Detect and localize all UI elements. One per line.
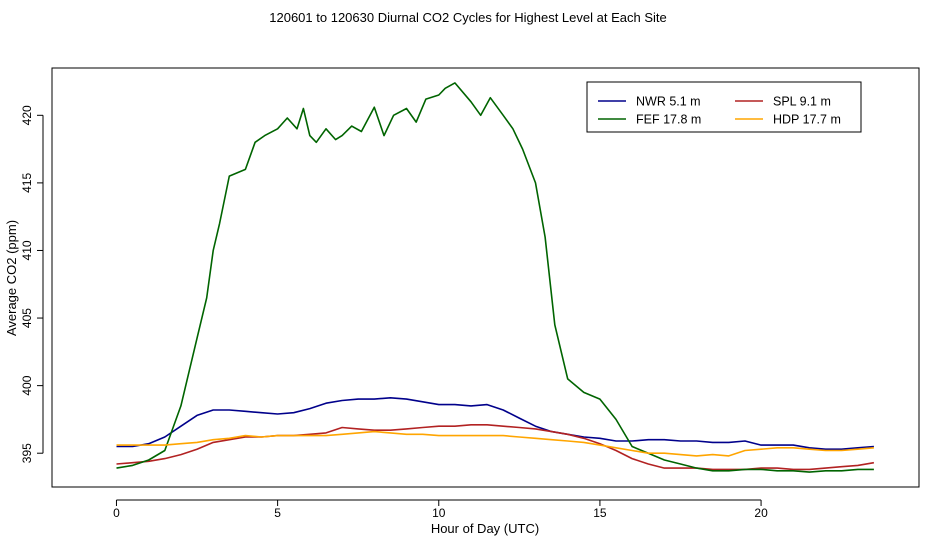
series-group — [116, 82, 875, 473]
y-tick-label: 410 — [20, 240, 34, 260]
legend-box — [586, 81, 862, 133]
x-axis: 0 5 10 15 20 — [113, 499, 768, 520]
legend-label-hdp: HDP 17.7 m — [773, 113, 841, 127]
legend-label-fef: FEF 17.8 m — [636, 113, 701, 127]
x-tick-label: 15 — [593, 506, 607, 520]
x-tick-label: 0 — [113, 506, 120, 520]
chart-title: 120601 to 120630 Diurnal CO2 Cycles for … — [269, 10, 666, 25]
y-tick-label: 395 — [20, 443, 34, 463]
y-tick-label: 400 — [20, 375, 34, 395]
series-line-spl — [116, 423, 875, 471]
y-axis-label: Average CO2 (ppm) — [4, 220, 19, 336]
series-line-hdp — [116, 430, 874, 457]
series-line-fef — [116, 82, 874, 473]
x-axis-label: Hour of Day (UTC) — [431, 521, 539, 536]
x-tick-label: 10 — [432, 506, 446, 520]
series-line-nwr — [116, 396, 874, 451]
x-tick-label: 20 — [754, 506, 768, 520]
legend-label-spl: SPL 9.1 m — [773, 95, 831, 109]
y-axis: 395 400 405 410 415 420 — [20, 105, 44, 463]
y-tick-label: 415 — [20, 173, 34, 193]
plot-frame — [51, 67, 920, 488]
legend-label-nwr: NWR 5.1 m — [636, 95, 701, 109]
y-tick-label: 405 — [20, 308, 34, 328]
y-tick-label: 420 — [20, 105, 34, 125]
legend: NWR 5.1 m SPL 9.1 m FEF 17.8 m HDP 17.7 m — [586, 81, 862, 133]
x-tick-label: 5 — [274, 506, 281, 520]
